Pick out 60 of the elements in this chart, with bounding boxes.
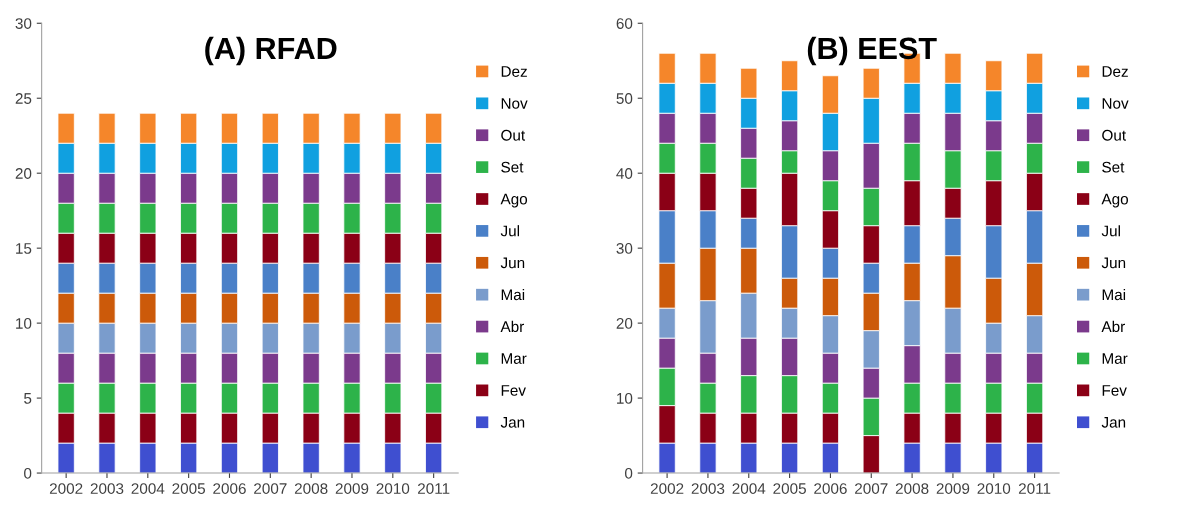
legend-label: Set — [1102, 161, 1125, 173]
legend-label: Mai — [1102, 288, 1126, 301]
x-tick-label: 2008 — [294, 483, 328, 494]
y-tick-label: 0 — [24, 467, 32, 479]
x-tick-label: 2007 — [254, 483, 287, 494]
y-tick-label: 60 — [616, 18, 633, 29]
chart-title: (B) EEST — [807, 36, 937, 66]
y-tick-label: 40 — [616, 168, 633, 179]
x-tick-label: 2006 — [814, 483, 847, 494]
x-tick-label: 2008 — [895, 483, 929, 494]
legend-label: Jun — [1101, 257, 1126, 269]
legend-label: Mar — [1102, 353, 1128, 364]
y-tick-label: 20 — [15, 168, 32, 179]
legend-label: Abr — [1101, 320, 1125, 333]
legend-label: Mai — [501, 288, 525, 301]
legend-label: Fev — [501, 385, 526, 396]
legend-label: Out — [1102, 129, 1126, 141]
y-tick-label: 15 — [16, 243, 32, 254]
legend-label: Nov — [1102, 98, 1129, 109]
x-tick-label: 2006 — [213, 483, 246, 494]
y-tick-label: 0 — [624, 467, 633, 479]
y-tick-label: 5 — [24, 393, 32, 404]
x-tick-label: 2004 — [732, 483, 766, 494]
legend-label: Dez — [501, 66, 527, 77]
legend-label: Ago — [500, 193, 528, 208]
x-tick-label: 2002 — [650, 483, 684, 494]
x-tick-label: 2010 — [977, 483, 1011, 494]
x-tick-label: 2010 — [376, 483, 410, 494]
legend-label: Jul — [1101, 225, 1120, 237]
legend-label: Nov — [501, 98, 528, 109]
legend-label: Jan — [1101, 417, 1126, 428]
y-tick-label: 20 — [616, 317, 633, 329]
legend-label: Jun — [500, 257, 525, 269]
x-tick-label: 2007 — [855, 483, 888, 494]
x-tick-label: 2009 — [335, 483, 369, 494]
chart-title: (A) RFAD — [205, 36, 337, 66]
y-tick-label: 30 — [616, 243, 633, 254]
legend-label: Jul — [500, 225, 520, 237]
legend-label: Jan — [500, 417, 525, 428]
x-tick-label: 2011 — [417, 483, 450, 494]
y-tick-label: 30 — [15, 18, 32, 29]
legend-label: Mar — [501, 353, 527, 364]
x-tick-label: 2005 — [172, 483, 205, 494]
legend-label: Set — [501, 161, 524, 173]
legend-label: Fev — [1102, 385, 1127, 396]
x-tick-label: 2003 — [90, 483, 124, 494]
x-tick-label: 2003 — [691, 483, 725, 494]
y-tick-label: 10 — [16, 317, 32, 329]
x-tick-label: 2011 — [1018, 483, 1051, 494]
x-tick-label: 2002 — [49, 483, 83, 494]
x-tick-label: 2004 — [131, 483, 165, 494]
legend-label: Abr — [500, 320, 525, 333]
x-tick-label: 2009 — [936, 483, 970, 494]
legend-label: Ago — [1101, 193, 1128, 208]
legend-label: Dez — [1102, 66, 1128, 77]
y-tick-label: 10 — [617, 392, 633, 404]
y-tick-label: 50 — [616, 93, 633, 104]
x-tick-label: 2005 — [773, 483, 806, 494]
legend-label: Out — [501, 129, 526, 141]
y-tick-label: 25 — [15, 93, 32, 104]
